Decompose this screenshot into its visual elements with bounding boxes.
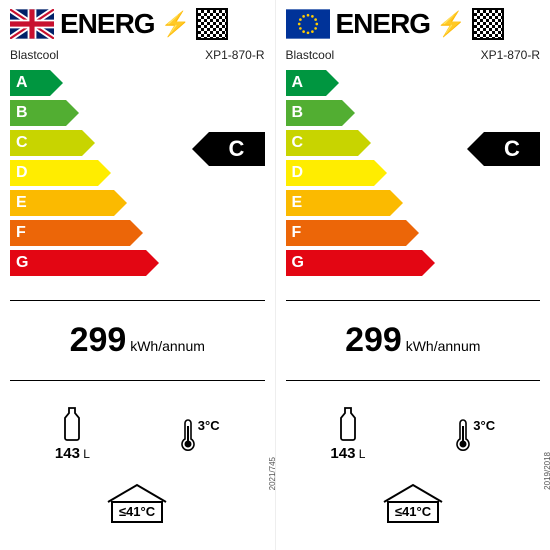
efficiency-bar-c: C xyxy=(286,130,358,156)
efficiency-bar-d: D xyxy=(10,160,98,186)
efficiency-bar-d: D xyxy=(286,160,374,186)
thermometer-icon xyxy=(455,418,471,452)
specs-row: 143 L 3°C xyxy=(10,407,265,462)
annual-consumption: 299 kWh/annum xyxy=(10,321,265,360)
manufacturer: Blastcool xyxy=(286,48,335,62)
annual-consumption: 299 kWh/annum xyxy=(286,321,541,360)
energy-word: ENERG xyxy=(60,8,155,40)
climate-class: ≤41°C xyxy=(286,482,541,524)
svg-text:≤41°C: ≤41°C xyxy=(119,504,156,519)
model-number: XP1-870-R xyxy=(481,48,540,62)
label-header: ENERG⚡ xyxy=(286,8,541,40)
model-info: Blastcool XP1-870-R xyxy=(286,48,541,62)
thermometer-icon xyxy=(180,418,196,452)
efficiency-bar-a: A xyxy=(10,70,50,96)
efficiency-bar-g: G xyxy=(10,250,146,276)
bolt-icon: ⚡ xyxy=(161,10,191,39)
efficiency-bar-a: A xyxy=(286,70,326,96)
rating-badge: C xyxy=(209,132,265,166)
efficiency-scale: ABCDEFGC xyxy=(10,70,265,280)
efficiency-scale: ABCDEFGC xyxy=(286,70,541,280)
model-number: XP1-870-R xyxy=(205,48,264,62)
divider xyxy=(286,300,541,301)
efficiency-bar-e: E xyxy=(10,190,114,216)
efficiency-bar-e: E xyxy=(286,190,390,216)
bolt-icon: ⚡ xyxy=(436,10,466,39)
efficiency-bar-b: B xyxy=(286,100,342,126)
divider xyxy=(286,380,541,381)
efficiency-bar-g: G xyxy=(286,250,422,276)
temperature-spec: 3°C xyxy=(180,418,220,452)
energy-word: ENERG xyxy=(336,8,431,40)
divider xyxy=(10,380,265,381)
bottle-icon xyxy=(337,407,359,441)
uk-flag xyxy=(10,9,54,39)
efficiency-bar-f: F xyxy=(286,220,406,246)
eu-flag xyxy=(286,9,330,39)
qr-code xyxy=(472,8,504,40)
efficiency-bar-f: F xyxy=(10,220,130,246)
model-info: Blastcool XP1-870-R xyxy=(10,48,265,62)
svg-text:≤41°C: ≤41°C xyxy=(395,504,432,519)
efficiency-bar-b: B xyxy=(10,100,66,126)
bottle-icon xyxy=(61,407,83,441)
volume-spec: 143 L xyxy=(330,407,365,462)
specs-row: 143 L 3°C xyxy=(286,407,541,462)
climate-class: ≤41°C xyxy=(10,482,265,524)
efficiency-bar-c: C xyxy=(10,130,82,156)
temperature-spec: 3°C xyxy=(455,418,495,452)
manufacturer: Blastcool xyxy=(10,48,59,62)
house-icon: ≤41°C xyxy=(378,482,448,524)
label-header: ENERG⚡ xyxy=(10,8,265,40)
rating-badge: C xyxy=(484,132,540,166)
volume-spec: 143 L xyxy=(55,407,90,462)
regulation-number: 2019/2018 xyxy=(543,452,550,490)
divider xyxy=(10,300,265,301)
qr-code xyxy=(196,8,228,40)
house-icon: ≤41°C xyxy=(102,482,172,524)
